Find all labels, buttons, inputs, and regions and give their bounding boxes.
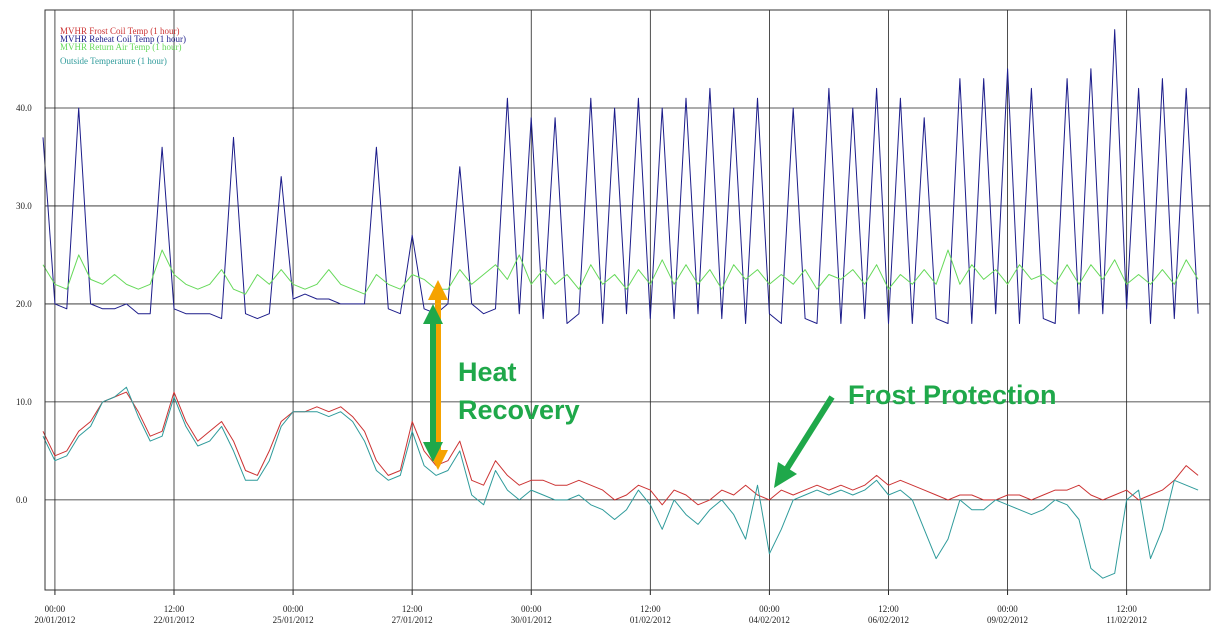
x-tick-label: 00:00 (283, 604, 304, 614)
series-line (42, 29, 1199, 324)
frost-protection-arrow (774, 395, 835, 488)
x-tick-label: 12:00 (640, 604, 661, 614)
x-tick-label: 11/02/2012 (1106, 615, 1147, 625)
plot-frame (44, 9, 1211, 591)
series-line (42, 386, 1199, 579)
x-tick-label: 06/02/2012 (868, 615, 909, 625)
y-tick-label: 20.0 (16, 299, 32, 309)
x-tick-label: 27/01/2012 (392, 615, 433, 625)
y-tick-label: 30.0 (16, 201, 32, 211)
y-tick-label: 0.0 (16, 495, 28, 505)
annotation: Frost Protection (848, 380, 1057, 410)
x-tick-label: 12:00 (402, 604, 423, 614)
x-tick-label: 30/01/2012 (511, 615, 552, 625)
x-tick-label: 12:00 (878, 604, 899, 614)
x-tick-label: 04/02/2012 (749, 615, 790, 625)
x-tick-label: 22/01/2012 (153, 615, 194, 625)
x-tick-label: 00:00 (45, 604, 66, 614)
x-tick-label: 09/02/2012 (987, 615, 1028, 625)
x-tick-label: 12:00 (1116, 604, 1137, 614)
x-tick-label: 00:00 (759, 604, 780, 614)
labels: 0.010.020.030.040.000:0020/01/201212:002… (16, 103, 1147, 625)
legend: MVHR Frost Coil Temp (1 hour)MVHR Reheat… (60, 26, 186, 66)
x-tick-label: 25/01/2012 (273, 615, 314, 625)
heat-recovery-arrow (423, 280, 448, 470)
legend-entry: MVHR Reheat Coil Temp (1 hour) (60, 34, 186, 44)
series-line (42, 391, 1199, 506)
annotation: Recovery (458, 395, 580, 425)
x-tick-label: 20/01/2012 (34, 615, 75, 625)
x-tick-label: 12:00 (164, 604, 185, 614)
series-line (42, 249, 1199, 295)
y-tick-label: 40.0 (16, 103, 32, 113)
legend-entry: MVHR Frost Coil Temp (1 hour) (60, 26, 179, 36)
x-tick-label: 01/02/2012 (630, 615, 671, 625)
x-tick-label: 00:00 (521, 604, 542, 614)
legend-entry: MVHR Return Air Temp (1 hour) (60, 42, 181, 52)
x-tick-label: 00:00 (997, 604, 1018, 614)
y-tick-label: 10.0 (16, 397, 32, 407)
lines (42, 29, 1199, 579)
legend-entry: Outside Temperature (1 hour) (60, 56, 167, 66)
annotation: Heat (458, 357, 517, 387)
